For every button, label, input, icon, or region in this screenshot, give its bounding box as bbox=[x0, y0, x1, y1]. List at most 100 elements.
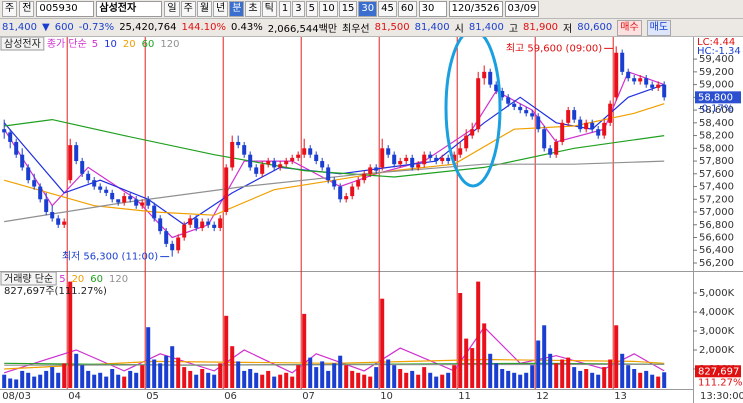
y-tick-label: 59,000 bbox=[699, 80, 734, 91]
candle-body bbox=[566, 110, 571, 123]
volume-bar bbox=[410, 370, 415, 388]
volume-bar bbox=[362, 374, 367, 388]
toolbar-button[interactable]: 30 bbox=[358, 1, 378, 17]
legend-entry: 5 bbox=[59, 274, 65, 285]
volume-bar bbox=[500, 369, 505, 388]
candle-body bbox=[26, 167, 31, 181]
volume-bar bbox=[86, 370, 91, 388]
volume-bar bbox=[272, 376, 277, 388]
volume-bar bbox=[644, 370, 649, 388]
candle-body bbox=[350, 186, 355, 197]
toolbar-button[interactable]: 60 bbox=[397, 1, 417, 17]
annotation: 최저 56,300 (11:00) bbox=[62, 251, 158, 263]
code-input[interactable]: 005930 bbox=[36, 1, 95, 17]
market[interactable]: 주 bbox=[2, 1, 18, 17]
volume-bar bbox=[590, 372, 595, 388]
x-tick-label: 07 bbox=[302, 391, 315, 402]
volume-bar bbox=[128, 370, 133, 388]
volume-bar bbox=[248, 369, 253, 388]
candle-body bbox=[164, 231, 169, 244]
volume-bar bbox=[470, 348, 475, 388]
date[interactable]: 03/09 bbox=[504, 1, 540, 17]
candle-body bbox=[158, 218, 163, 232]
x-tick-label: 13 bbox=[614, 391, 627, 402]
candle-body bbox=[38, 186, 43, 200]
candle-body bbox=[410, 157, 415, 168]
toolbar-button[interactable]: 45 bbox=[378, 1, 397, 17]
plot: 08/03 04 05 06 07 10 11 12 13 13:30:00 56,200 56,40… bbox=[0, 37, 743, 402]
legend-entry: 120 bbox=[109, 274, 128, 285]
x-tick-label: 10 bbox=[380, 391, 393, 402]
toolbar-button[interactable]: 틱 bbox=[261, 1, 277, 17]
y-tick-label: 56,800 bbox=[699, 220, 734, 231]
candle-body bbox=[134, 199, 139, 206]
toolbar-button[interactable]: 초 bbox=[245, 1, 261, 17]
stock-name[interactable]: 삼성전자 bbox=[96, 1, 163, 17]
toolbar-button[interactable]: 주 bbox=[180, 1, 196, 17]
candle-body bbox=[248, 154, 253, 168]
buy-button[interactable]: 매수 bbox=[617, 19, 642, 36]
volume-bar bbox=[440, 374, 445, 388]
toolbar-button[interactable]: 10 bbox=[318, 1, 338, 17]
panel-title-box bbox=[0, 37, 45, 51]
candle-body bbox=[8, 132, 13, 142]
x-tick-label: 05 bbox=[146, 391, 159, 402]
volume-bar bbox=[548, 353, 553, 388]
candle-body bbox=[572, 110, 577, 120]
toolbar-button[interactable]: 5 bbox=[305, 1, 318, 17]
toolbar-button[interactable]: 월 bbox=[196, 1, 213, 17]
arrow: ▼ bbox=[42, 22, 50, 33]
mode[interactable]: 전 bbox=[19, 1, 35, 17]
candle-body bbox=[392, 154, 397, 165]
candle-body bbox=[518, 106, 523, 111]
candle-body bbox=[476, 78, 481, 130]
toolbar-button[interactable]: 분 bbox=[229, 1, 245, 17]
change-pct: -0.73% bbox=[78, 22, 115, 33]
toolbar-button[interactable]: 15 bbox=[338, 1, 358, 17]
interval-input[interactable]: 30 bbox=[418, 1, 447, 17]
candle-body bbox=[440, 157, 445, 162]
high: 81,900 bbox=[523, 22, 559, 33]
x-tick-label: 06 bbox=[224, 391, 237, 402]
volume-bar bbox=[398, 369, 403, 388]
volume-bar bbox=[260, 374, 265, 388]
candle-body bbox=[326, 167, 331, 181]
y-tick-label: 56,400 bbox=[699, 245, 734, 256]
volume: 25,420,764 bbox=[119, 22, 177, 33]
candle-body bbox=[536, 116, 541, 130]
legend-entry: 20 bbox=[72, 274, 85, 285]
candle-body bbox=[98, 186, 103, 190]
y-tick-label: 57,200 bbox=[699, 194, 734, 205]
count[interactable]: 120/3526 bbox=[448, 1, 503, 17]
volume-bar bbox=[308, 357, 313, 388]
chart: 08/03 04 05 06 07 10 11 12 13 13:30:00 56,200 56,40… bbox=[0, 37, 743, 403]
toolbar-button[interactable]: 년 bbox=[213, 1, 229, 17]
volume-bar bbox=[20, 370, 25, 388]
x-tick-label: 12 bbox=[536, 391, 549, 402]
volume-bar bbox=[356, 372, 361, 388]
quote-bar: 81,400 ▼ 600 -0.73% 25,420,764 144.10% 0… bbox=[0, 19, 743, 37]
toolbar-button[interactable]: 3 bbox=[292, 1, 305, 17]
legend-entry: 60 bbox=[90, 274, 103, 285]
toolbar-button[interactable]: 1 bbox=[278, 1, 292, 17]
candle-body bbox=[212, 224, 217, 228]
legend-entry: 5 bbox=[92, 39, 98, 50]
candle-body bbox=[230, 141, 235, 168]
y-tick-label: 57,400 bbox=[699, 182, 734, 193]
ma-label: 종가 단순 bbox=[47, 38, 87, 50]
toolbar-button[interactable]: 일 bbox=[164, 1, 180, 17]
last-volume: 827,697 bbox=[698, 366, 739, 377]
legend-entry: 120 bbox=[160, 39, 179, 50]
volume-bar bbox=[194, 374, 199, 388]
volume-bar bbox=[428, 372, 433, 388]
volume-bar bbox=[458, 293, 463, 388]
volume-bar bbox=[170, 346, 175, 388]
volume-bar bbox=[632, 369, 637, 388]
last-volume-pct: 111.27% bbox=[698, 377, 743, 388]
candle-body bbox=[620, 52, 625, 72]
volume-bar bbox=[542, 325, 547, 388]
lc-label: LC:4.44 bbox=[697, 37, 735, 48]
price: 81,400 bbox=[2, 22, 37, 33]
sell-button[interactable]: 매도 bbox=[646, 19, 672, 36]
